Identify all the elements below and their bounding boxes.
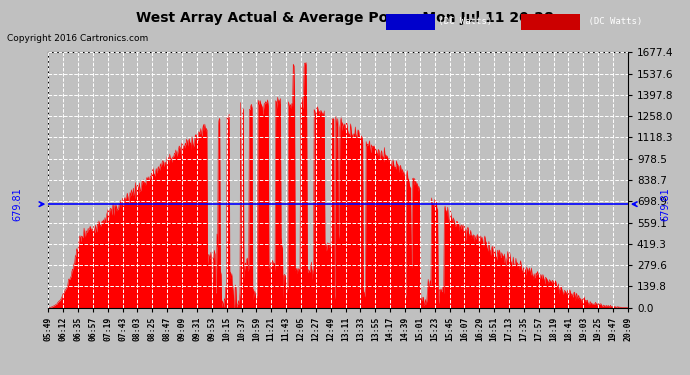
- Text: Average  (DC Watts): Average (DC Watts): [390, 17, 492, 26]
- Text: 679.81: 679.81: [661, 187, 671, 221]
- Text: West Array  (DC Watts): West Array (DC Watts): [524, 17, 642, 26]
- Text: West Array Actual & Average Power Mon Jul 11 20:28: West Array Actual & Average Power Mon Ju…: [136, 11, 554, 25]
- Text: Copyright 2016 Cartronics.com: Copyright 2016 Cartronics.com: [7, 34, 148, 43]
- Text: 679.81: 679.81: [12, 187, 22, 221]
